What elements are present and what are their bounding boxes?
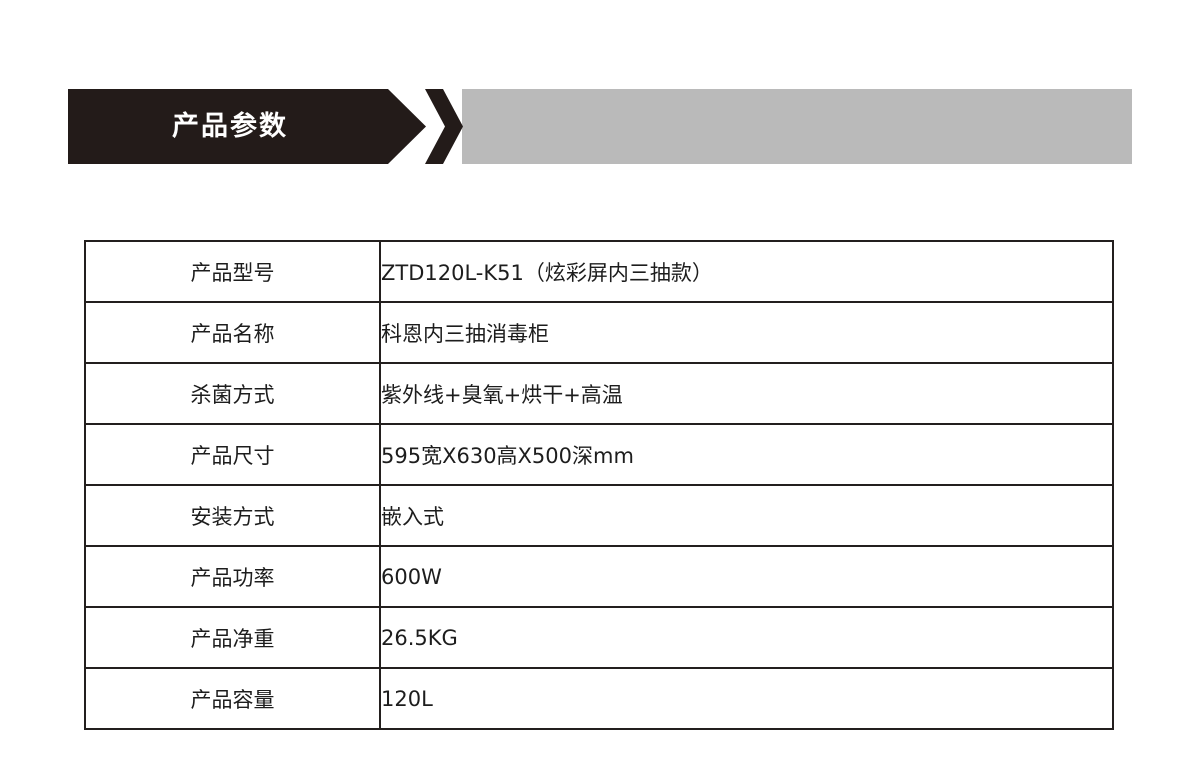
table-row: 杀菌方式 紫外线+臭氧+烘干+高温 bbox=[84, 362, 1114, 425]
spec-value: 26.5KG bbox=[379, 606, 1114, 669]
table-row: 产品型号 ZTD120L-K51（炫彩屏内三抽款） bbox=[84, 240, 1114, 303]
table-row: 产品尺寸 595宽X630高X500深mm bbox=[84, 423, 1114, 486]
spec-label: 安装方式 bbox=[84, 484, 381, 547]
spec-value: 嵌入式 bbox=[379, 484, 1114, 547]
banner-chevron-icon bbox=[425, 89, 463, 164]
spec-value: 紫外线+臭氧+烘干+高温 bbox=[379, 362, 1114, 425]
spec-value: 600W bbox=[379, 545, 1114, 608]
table-row: 安装方式 嵌入式 bbox=[84, 484, 1114, 547]
section-header-banner: 产品参数 bbox=[68, 89, 1132, 164]
spec-value: 科恩内三抽消毒柜 bbox=[379, 301, 1114, 364]
spec-value: 595宽X630高X500深mm bbox=[379, 423, 1114, 486]
table-row: 产品功率 600W bbox=[84, 545, 1114, 608]
banner-grey-bar bbox=[462, 89, 1132, 164]
table-row: 产品容量 120L bbox=[84, 667, 1114, 730]
spec-value: 120L bbox=[379, 667, 1114, 730]
page-title: 产品参数 bbox=[172, 111, 288, 142]
banner-dark-block bbox=[68, 89, 426, 164]
spec-label: 产品功率 bbox=[84, 545, 381, 608]
spec-label: 产品净重 bbox=[84, 606, 381, 669]
spec-value: ZTD120L-K51（炫彩屏内三抽款） bbox=[379, 240, 1114, 303]
spec-label: 产品型号 bbox=[84, 240, 381, 303]
spec-label: 产品容量 bbox=[84, 667, 381, 730]
spec-label: 杀菌方式 bbox=[84, 362, 381, 425]
spec-label: 产品尺寸 bbox=[84, 423, 381, 486]
table-row: 产品净重 26.5KG bbox=[84, 606, 1114, 669]
product-spec-table: 产品型号 ZTD120L-K51（炫彩屏内三抽款） 产品名称 科恩内三抽消毒柜 … bbox=[84, 240, 1114, 730]
table-row: 产品名称 科恩内三抽消毒柜 bbox=[84, 301, 1114, 364]
spec-label: 产品名称 bbox=[84, 301, 381, 364]
spec-table-body: 产品型号 ZTD120L-K51（炫彩屏内三抽款） 产品名称 科恩内三抽消毒柜 … bbox=[84, 240, 1114, 730]
